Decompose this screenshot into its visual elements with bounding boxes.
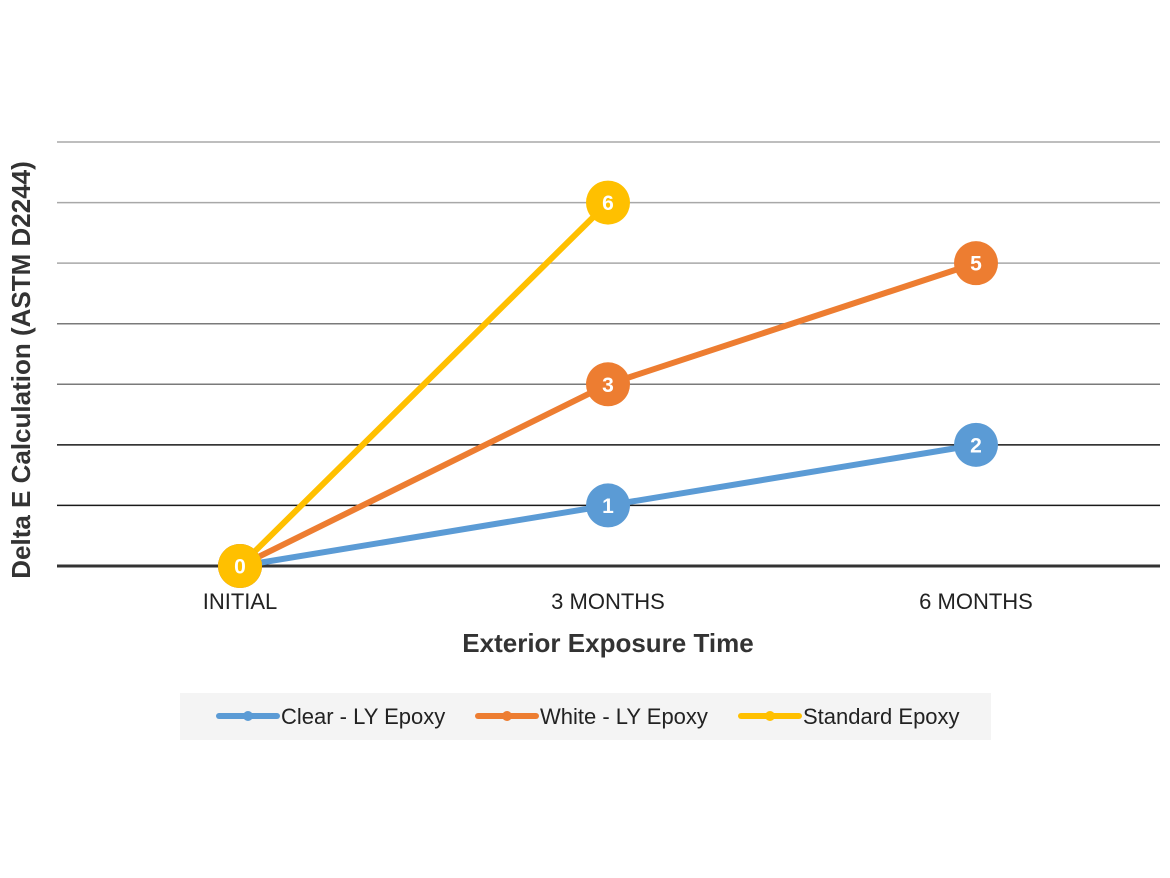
data-label: 6 — [602, 192, 614, 215]
legend-item: Clear - LY Epoxy — [216, 704, 445, 729]
legend-label: Clear - LY Epoxy — [281, 704, 445, 729]
data-point: 0 — [218, 544, 262, 588]
data-label: 2 — [970, 434, 982, 457]
x-tick-label: 6 MONTHS — [919, 589, 1033, 614]
gridlines — [57, 141, 1160, 568]
legend-marker-icon — [765, 711, 775, 721]
y-axis-title: Delta E Calculation (ASTM D2244) — [6, 161, 36, 579]
data-label: 0 — [234, 556, 246, 579]
data-point-marker — [586, 362, 630, 407]
series-line — [237, 199, 611, 569]
data-point-marker — [954, 422, 998, 467]
data-point-marker — [954, 241, 998, 286]
data-point: 3 — [586, 362, 630, 407]
legend-label: White - LY Epoxy — [540, 704, 708, 729]
x-axis-tick-labels: INITIAL 3 MONTHS 6 MONTHS — [203, 589, 1033, 614]
legend-background — [180, 693, 991, 740]
legend: Clear - LY Epoxy White - LY Epoxy Standard… — [180, 693, 991, 740]
data-label: 3 — [602, 374, 614, 397]
x-axis-title: Exterior Exposure Time — [462, 628, 753, 658]
data-point: 1 — [586, 483, 630, 528]
legend-item: Standard Epoxy — [738, 704, 960, 729]
data-point: 5 — [954, 241, 998, 286]
series-markers: 01203506 — [218, 180, 998, 588]
data-point-marker — [586, 483, 630, 528]
x-tick-label: 3 MONTHS — [551, 589, 665, 614]
data-point-marker — [586, 180, 630, 225]
legend-marker-icon — [502, 711, 512, 721]
legend-label: Standard Epoxy — [803, 704, 960, 729]
data-label: 5 — [970, 253, 982, 276]
data-label: 1 — [602, 495, 614, 518]
x-tick-label: INITIAL — [203, 589, 278, 614]
legend-item: White - LY Epoxy — [475, 704, 708, 729]
data-point: 6 — [586, 180, 630, 225]
legend-marker-icon — [243, 711, 253, 721]
data-point: 2 — [954, 422, 998, 467]
data-point-marker — [218, 544, 262, 588]
